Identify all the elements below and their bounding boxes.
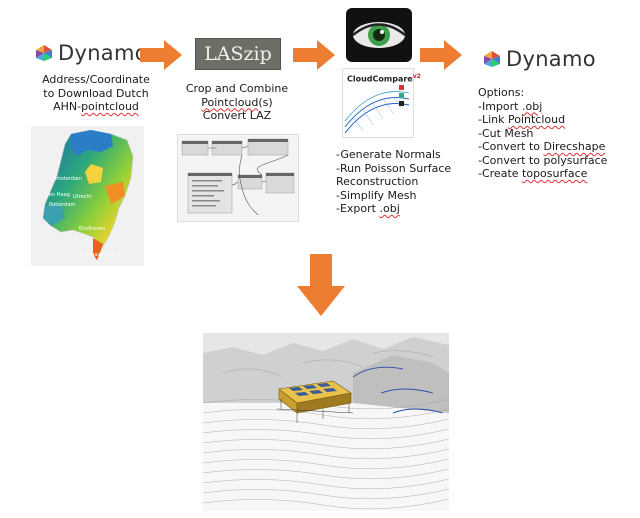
option-convert-prefix: -Convert to bbox=[478, 140, 544, 153]
option-direcshape-text: Direcshape bbox=[543, 140, 606, 153]
cloudcompare-title: CloudComparev2 bbox=[347, 73, 421, 84]
step1-line-3b: pointcloud bbox=[81, 100, 139, 113]
cloudcompare-version: v2 bbox=[412, 73, 421, 80]
step2-caption: Crop and Combine Pointcloud(s) Convert L… bbox=[168, 82, 306, 123]
step1-caption: Address/Coordinate to Download Dutch AHN… bbox=[26, 73, 166, 114]
step1-line-2: to Download Dutch bbox=[43, 86, 149, 100]
step2-line-1: Crop and Combine bbox=[185, 82, 289, 95]
option-convert-polysurface: -Convert to polysurface bbox=[478, 153, 608, 167]
step2-line-2: Pointcloud(s) bbox=[168, 96, 306, 110]
step2-line-3: Convert LAZ bbox=[202, 109, 272, 122]
option-create-prefix: -Create bbox=[478, 167, 523, 180]
option-link-prefix: -Link bbox=[478, 113, 508, 126]
option-convert-direcshape: -Convert to Direcshape bbox=[478, 140, 628, 154]
step3-line-1: -Generate Normals bbox=[336, 148, 441, 161]
option-import-prefix: -Import bbox=[478, 99, 522, 113]
flow-arrow-2 bbox=[293, 40, 335, 70]
step3-line-5: -Export .obj bbox=[336, 202, 476, 216]
options-title-text: Options bbox=[478, 86, 521, 99]
dynamo-graph-screenshot bbox=[177, 134, 299, 222]
option-create-toposurface: -Create toposurface bbox=[478, 167, 628, 181]
dynamo-logo-left: Dynamo bbox=[36, 41, 148, 65]
flow-arrow-3 bbox=[420, 40, 462, 70]
step1-line-1: Address/Coordinate bbox=[42, 73, 150, 86]
flow-arrow-down bbox=[297, 254, 345, 316]
terrain-render-image bbox=[203, 333, 449, 510]
step3-line-3: Reconstruction bbox=[336, 175, 419, 188]
dynamo-icon bbox=[484, 51, 500, 67]
map-label-eindhoven: Eindhoven bbox=[79, 226, 106, 232]
step3-line-4: -Simplify Mesh bbox=[336, 188, 417, 202]
building-model bbox=[276, 380, 354, 423]
step1-line-3a: AHN- bbox=[53, 100, 82, 113]
option-link-pointcloud-text: Pointcloud bbox=[508, 113, 566, 126]
cloudcompare-title-text: CloudCompare bbox=[347, 74, 413, 84]
options-title: Options: bbox=[478, 86, 525, 99]
dynamo-logo-text: Dynamo bbox=[506, 47, 596, 71]
step3-caption: -Generate Normals -Run Poisson Surface R… bbox=[336, 148, 476, 216]
step3-line-5b: .obj bbox=[379, 202, 400, 215]
step1-line-3: AHN-pointcloud bbox=[26, 100, 166, 114]
option-toposurface-text: toposurface bbox=[522, 167, 588, 180]
node-graph-image bbox=[181, 138, 295, 216]
option-cut-mesh: -Cut Mesh bbox=[478, 126, 534, 140]
map-image bbox=[42, 129, 134, 261]
laszip-logo: LASzip bbox=[195, 38, 281, 70]
result-terrain-render bbox=[203, 333, 449, 511]
netherlands-elevation-map: Amsterdam Den Haag Rotterdam Utrecht Ein… bbox=[31, 126, 144, 266]
dynamo-logo-text: Dynamo bbox=[58, 41, 148, 65]
dynamo-logo-right: Dynamo bbox=[484, 47, 596, 71]
map-label-amsterdam: Amsterdam bbox=[53, 176, 83, 182]
step3-line-2: -Run Poisson Surface bbox=[336, 161, 452, 175]
step2-line-2b: (s) bbox=[258, 95, 273, 109]
map-label-maastricht: Maastricht bbox=[87, 252, 114, 258]
map-label-rotterdam: Rotterdam bbox=[49, 202, 76, 208]
step2-line-2a: Pointcloud bbox=[201, 95, 259, 109]
cloudcompare-eye-logo bbox=[346, 8, 412, 62]
dynamo-icon bbox=[36, 45, 52, 61]
step4-options: Options: -Import .obj -Link Pointcloud -… bbox=[478, 86, 628, 181]
option-import-obj-text: .obj bbox=[521, 99, 543, 113]
cloudcompare-splash: CloudComparev2 bbox=[342, 68, 421, 138]
step3-line-5a: -Export bbox=[336, 202, 380, 215]
option-link-pointcloud: -Link Pointcloud bbox=[478, 113, 628, 127]
map-label-den-haag: Den Haag bbox=[45, 192, 70, 198]
cloudcompare-mesh-graphic bbox=[344, 85, 410, 134]
eye-icon bbox=[346, 8, 412, 62]
flow-arrow-1 bbox=[140, 40, 182, 70]
map-label-utrecht: Utrecht bbox=[73, 194, 92, 200]
laszip-logo-text: LASzip bbox=[204, 43, 272, 65]
option-import-obj: -Import .obj bbox=[478, 100, 628, 114]
